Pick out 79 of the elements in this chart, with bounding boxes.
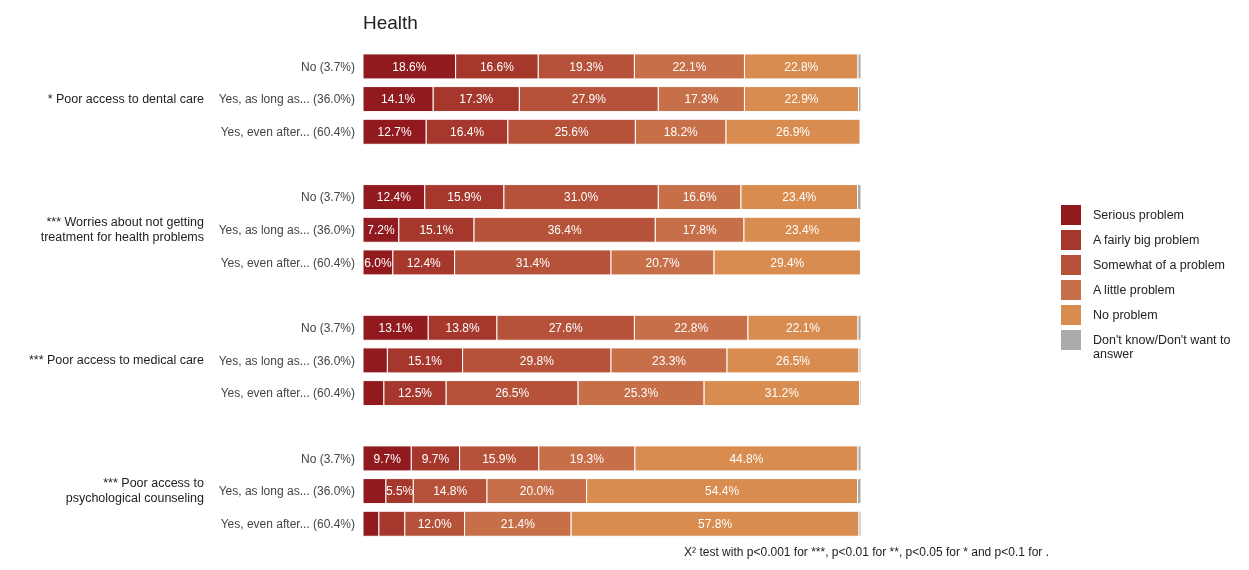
- data-label: 19.3%: [569, 59, 604, 74]
- data-label: 27.9%: [571, 92, 607, 107]
- y-tick-label: No (3.7%): [300, 190, 355, 205]
- y-tick-label: No (3.7%): [300, 59, 355, 74]
- data-label: 26.9%: [776, 124, 811, 139]
- data-label: 31.0%: [564, 190, 599, 205]
- data-label: 14.8%: [433, 484, 468, 499]
- text: *** Poor access to psychological counseling: [65, 476, 204, 506]
- data-label: 31.4%: [515, 255, 551, 270]
- data-label: 23.3%: [652, 353, 687, 368]
- y-tick-label: Yes, as long as... (36.0%): [218, 484, 355, 499]
- data-label: 16.6%: [682, 190, 717, 205]
- data-label: 25.3%: [624, 386, 659, 401]
- chart-title: Health: [363, 12, 418, 34]
- data-label: 20.7%: [645, 255, 680, 270]
- data-label: 57.8%: [698, 516, 733, 531]
- data-label: 15.1%: [407, 353, 443, 368]
- text: *** Worries about not getting treatment for health problems: [40, 214, 204, 245]
- data-label: 18.6%: [392, 59, 427, 74]
- data-label: 17.3%: [459, 92, 494, 107]
- data-label: 15.9%: [482, 451, 517, 466]
- data-label: 17.8%: [682, 222, 717, 237]
- data-label: 13.8%: [445, 320, 480, 335]
- data-label: 9.7%: [421, 451, 450, 466]
- y-tick-label: Yes, as long as... (36.0%): [218, 92, 355, 107]
- data-label: 22.1%: [672, 59, 707, 74]
- data-label: 29.4%: [770, 255, 805, 270]
- y-tick-label: Yes, even after... (60.4%): [220, 516, 355, 531]
- data-label: 22.8%: [674, 320, 709, 335]
- data-label: 26.5%: [495, 386, 530, 401]
- data-label: 9.7%: [373, 451, 402, 466]
- data-label: 12.0%: [417, 516, 453, 531]
- data-label: 15.9%: [447, 190, 482, 205]
- data-label: 17.3%: [684, 92, 719, 107]
- data-label: 54.4%: [705, 484, 740, 499]
- y-tick-label: Yes, as long as... (36.0%): [218, 353, 355, 368]
- data-label: 22.1%: [785, 320, 821, 335]
- annotation: X² test with p<0.001 for ***, p<0.01 for **, p<0.05 for * and p<0.1 for .: [684, 545, 1049, 559]
- y-tick-label: Yes, as long as... (36.0%): [218, 222, 355, 237]
- data-label: 31.2%: [764, 386, 800, 401]
- legend-label: No problem: [1093, 307, 1158, 322]
- data-label: 18.2%: [663, 124, 699, 139]
- text: *** Poor access to medical care: [28, 352, 204, 368]
- data-label: 14.1%: [381, 92, 416, 107]
- data-label: 21.4%: [500, 516, 536, 531]
- data-label: 23.4%: [782, 190, 817, 205]
- data-label: 13.1%: [378, 320, 413, 335]
- data-label: 16.6%: [479, 59, 515, 74]
- data-label: 44.8%: [729, 451, 764, 466]
- data-label: 12.5%: [398, 386, 433, 401]
- data-label: 5.5%: [385, 484, 414, 499]
- data-label: 7.2%: [367, 222, 395, 237]
- data-label: 20.0%: [519, 484, 555, 499]
- data-label: 36.4%: [547, 222, 583, 237]
- data-label: 22.8%: [784, 59, 819, 74]
- data-label: 12.7%: [377, 124, 412, 139]
- legend-label: Somewhat of a problem: [1093, 257, 1226, 272]
- text: * Poor access to dental care: [47, 91, 204, 107]
- data-label: 27.6%: [548, 320, 584, 335]
- y-tick-label: Yes, even after... (60.4%): [220, 124, 355, 139]
- y-tick-label: No (3.7%): [300, 451, 355, 466]
- data-label: 12.4%: [406, 255, 442, 270]
- y-tick-label: Yes, even after... (60.4%): [220, 255, 355, 270]
- y-tick-label: Yes, even after... (60.4%): [220, 386, 355, 401]
- data-label: 23.4%: [785, 222, 820, 237]
- data-label: 19.3%: [569, 451, 605, 466]
- data-label: 29.8%: [519, 353, 555, 368]
- legend-label: A little problem: [1093, 282, 1175, 297]
- legend-label: A fairly big problem: [1093, 232, 1200, 247]
- data-label: 6.0%: [364, 255, 392, 270]
- data-label: 22.9%: [784, 92, 819, 107]
- y-tick-label: No (3.7%): [300, 320, 355, 335]
- data-label: 16.4%: [450, 124, 485, 139]
- data-label: 15.1%: [419, 222, 454, 237]
- data-label: 26.5%: [776, 353, 811, 368]
- legend-label: Don't know/Don't want to answer: [1093, 332, 1232, 361]
- legend-label: Serious problem: [1093, 207, 1185, 222]
- data-label: 12.4%: [376, 190, 412, 205]
- data-label: 25.6%: [554, 124, 589, 139]
